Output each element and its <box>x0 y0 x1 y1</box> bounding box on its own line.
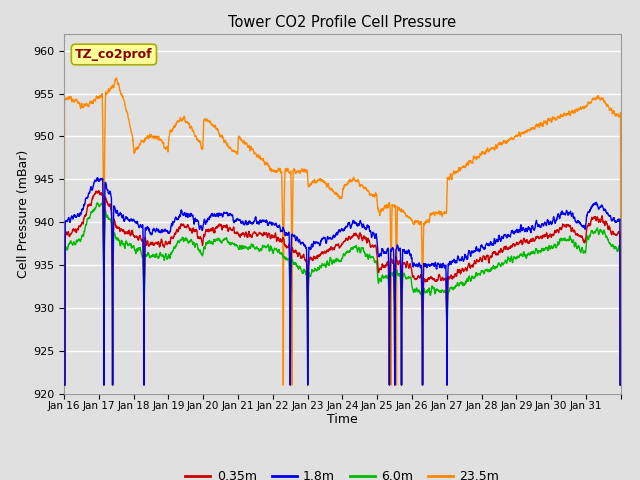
Text: TZ_co2prof: TZ_co2prof <box>75 48 153 61</box>
Title: Tower CO2 Profile Cell Pressure: Tower CO2 Profile Cell Pressure <box>228 15 456 30</box>
Legend: 0.35m, 1.8m, 6.0m, 23.5m: 0.35m, 1.8m, 6.0m, 23.5m <box>180 465 504 480</box>
Y-axis label: Cell Pressure (mBar): Cell Pressure (mBar) <box>17 149 30 278</box>
X-axis label: Time: Time <box>327 413 358 426</box>
